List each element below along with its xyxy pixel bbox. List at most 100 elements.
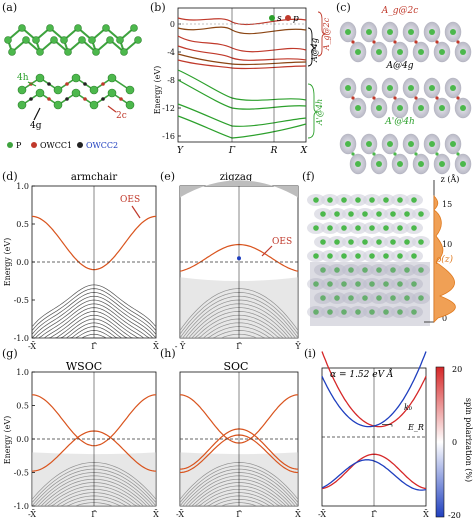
- b-legend-s: s: [277, 14, 282, 24]
- xtick-label: Γ̄: [91, 510, 97, 519]
- b-bands: [177, 17, 307, 139]
- legend-owcc1: OWCC1: [40, 141, 72, 150]
- b-brace-label-a4h: A'@4h: [315, 99, 324, 126]
- g-title: WSOC: [66, 360, 102, 373]
- i-colorbar: [435, 366, 445, 518]
- panel-label-b: (b): [150, 1, 166, 14]
- ytick-label: 1.0: [16, 182, 29, 191]
- i-cbar-tick-top: 20: [452, 365, 462, 374]
- b-yticks: 0 -4 -8 -12 -16: [162, 20, 181, 141]
- panel-d: (d) armchair Energy (eV) 1.0 0.5 0.0 -0.5 -1…: [2, 170, 159, 351]
- i-alpha-label: α = 1.52 eV Å: [330, 368, 393, 380]
- b-xtick-label: X: [300, 146, 308, 156]
- ytick-label: 0.5: [16, 220, 29, 229]
- xtick-label: Ȳ: [294, 342, 301, 351]
- b-legend-p: p: [293, 14, 299, 24]
- panel-c: (c) A_g@2c A@4g A'@4h: [336, 1, 472, 175]
- i-k0-label: k₀: [404, 403, 413, 412]
- xtick-label: - Ȳ: [175, 342, 186, 351]
- panel-label-g: (g): [2, 347, 18, 360]
- d-oes-arrow: [131, 205, 141, 219]
- c-title-a4g: A@4g: [386, 61, 414, 71]
- site-2c-label: 2c: [116, 111, 127, 121]
- b-brace-label-a4g: A@4g: [310, 38, 319, 63]
- b-ytick-label: -4: [167, 48, 175, 57]
- site-4g-label: 4g: [30, 121, 42, 131]
- f-rho-profile: [433, 195, 456, 323]
- c-title-a4h: A'@4h: [384, 117, 415, 127]
- i-xtick-label: Γ̄: [371, 510, 377, 519]
- xtick-label: Γ̄: [236, 342, 242, 351]
- panel-label-e: (e): [160, 170, 175, 183]
- ytick-label: -0.5: [14, 296, 29, 305]
- xtick-label: X̄: [153, 342, 159, 351]
- xtick-label: -X̄: [28, 342, 36, 351]
- b-xtick-label: Γ: [228, 146, 236, 156]
- f-ztick-label: 10: [442, 240, 452, 249]
- h-title: SOC: [224, 360, 249, 373]
- ytick-label: 0.0: [16, 435, 29, 444]
- b-xtick-label: Y: [177, 146, 184, 156]
- d-band-plot: 1.0 0.5 0.0 -0.5 -1.0-X̄ Γ̄ X̄: [14, 182, 160, 351]
- panel-h: (h) SOC -X̄ Γ̄ X̄: [160, 347, 301, 519]
- panel-label-i: (i): [304, 347, 316, 360]
- ytick-label: 1.0: [16, 368, 29, 377]
- legend-p: P: [16, 141, 22, 150]
- panel-f: (f) z (Å) 151050 ρ(z): [302, 170, 459, 326]
- panel-label-f: (f): [302, 170, 315, 183]
- panel-a: (a): [2, 1, 142, 150]
- c-title-ag2c: A_g@2c: [381, 6, 419, 16]
- b-ytick-label: -16: [162, 132, 175, 141]
- legend-owcc2: OWCC2: [86, 141, 118, 150]
- ytick-label: 0.5: [16, 402, 29, 411]
- xtick-label: X̄: [153, 510, 159, 519]
- b-brace-a4h: [307, 83, 319, 139]
- f-zlabel: z (Å): [441, 175, 460, 184]
- c-orbital-isosurfaces: [339, 21, 472, 175]
- b-plot-frame: [177, 7, 307, 143]
- p-atoms-top: [4, 24, 142, 56]
- ytick-label: 0.0: [16, 258, 29, 267]
- d-oes-label: OES: [120, 195, 140, 205]
- f-rho-label: ρ(z): [435, 254, 454, 265]
- crystal-structure-top: [7, 26, 139, 54]
- i-er-label: E_R: [407, 423, 424, 432]
- g-band-plot: 1.0 0.5 0.0 -0.5 -1.0-X̄ Γ̄ X̄: [14, 368, 160, 519]
- i-cbar-tick-mid: 0: [452, 438, 457, 447]
- i-xtick-label: X̄: [423, 510, 429, 519]
- b-brace-a4g: [307, 27, 317, 67]
- panel-label-h: (h): [160, 347, 176, 360]
- f-slab-structure: [307, 194, 430, 326]
- e-oes-arrow: [261, 245, 273, 257]
- ytick-label: -1.0: [14, 334, 29, 343]
- panel-label-d: (d): [2, 170, 18, 183]
- i-xtick-label: -X̄: [318, 510, 326, 519]
- panel-i: (i) -X̄ Γ̄ X̄ α = 1.52 eV Å k₀ E_R 20 0 -2…: [304, 347, 473, 520]
- e-title: zigzag: [220, 172, 253, 183]
- xtick-label: -X̄: [176, 510, 184, 519]
- site-4h-arrow: [27, 81, 37, 87]
- d-ylabel: Energy (eV): [3, 238, 12, 287]
- site-4h-label: 4h: [17, 73, 29, 83]
- b-ytick-label: -8: [167, 76, 175, 85]
- b-brace-label-ag2c: A_g@2c: [322, 17, 331, 51]
- i-cbar-label: spin polarization (%): [464, 398, 473, 482]
- b-ytick-label: -12: [162, 104, 175, 113]
- b-ytick-label: 0: [170, 20, 175, 29]
- f-ztick-label: 15: [442, 200, 452, 209]
- i-cbar-tick-bot: -20: [448, 511, 461, 520]
- site-2c-arrow: [107, 105, 117, 113]
- site-4g-arrow: [33, 107, 41, 121]
- panel-label-a: (a): [2, 1, 17, 14]
- xtick-label: Γ̄: [236, 510, 242, 519]
- xtick-label: -X̄: [28, 510, 36, 519]
- panel-g: (g) WSOC Energy (eV) 1.0 0.5 0.0 -0.5 -1.0-X…: [2, 347, 159, 519]
- b-xtick-label: R: [270, 146, 278, 156]
- g-ylabel: Energy (eV): [3, 416, 12, 465]
- f-ztick-label: 0: [442, 314, 447, 323]
- xtick-label: X̄: [295, 510, 301, 519]
- b-brace-ag2c: [317, 11, 327, 57]
- d-title: armchair: [71, 172, 117, 183]
